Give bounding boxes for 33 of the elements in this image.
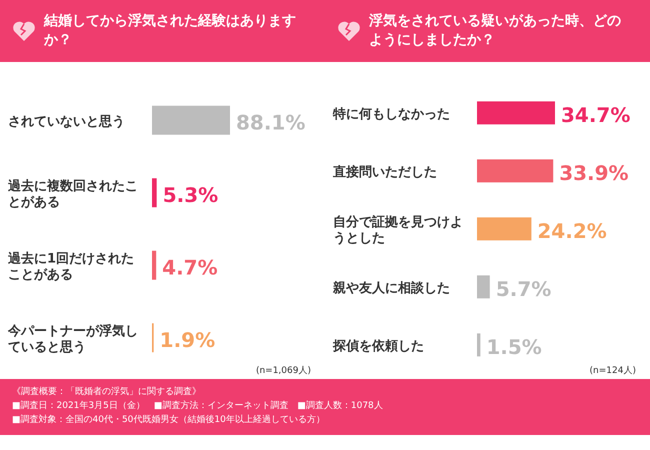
data-label: 5.3%	[162, 182, 218, 207]
bar	[477, 275, 490, 298]
bar	[152, 106, 230, 135]
data-label: 33.9%	[559, 160, 629, 185]
chart-title: 結婚してから浮気された経験はありますか？	[44, 12, 297, 50]
data-label: 1.5%	[486, 334, 542, 359]
y-tick-label: 自分で証拠を見つけようとした	[333, 214, 463, 246]
bar	[477, 159, 554, 182]
y-tick-label: 過去に複数回されたことがある	[7, 178, 138, 210]
data-label: 1.9%	[160, 328, 216, 352]
y-tick-label: されていないと思う	[8, 114, 125, 130]
y-tick-label: 過去に1回だけされたことがある	[7, 251, 134, 282]
bar	[477, 217, 532, 240]
text: (n=1,069人)	[256, 364, 311, 377]
bar	[152, 178, 157, 208]
bar	[152, 250, 156, 280]
data-label: 34.7%	[561, 102, 630, 127]
y-tick-label: 親や友人に相談した	[332, 280, 450, 296]
chart-title: 浮気をされている疑いがあった時、どのようにしましたか？	[369, 12, 622, 50]
y-tick-label: 特に何もしなかった	[332, 107, 450, 122]
text: (n=124人)	[590, 364, 636, 377]
data-label: 88.1%	[236, 110, 306, 134]
text: ■調査日：2021年3月5日（金） ■調査方法：インターネット調査 ■調査人数：1078人	[12, 400, 384, 413]
y-tick-label: 直接問いただした	[332, 164, 437, 180]
data-label: 4.7%	[162, 255, 218, 280]
bar	[477, 101, 555, 124]
bar	[477, 333, 480, 356]
y-tick-label: 探偵を依頼した	[332, 339, 424, 354]
data-label: 24.2%	[537, 218, 607, 243]
data-label: 5.7%	[496, 276, 552, 301]
text: ■調査対象：全国の40代・50代既婚男女（結婚後10年以上経過している方）	[12, 414, 326, 427]
text: 《調査概要：「既婚者の浮気」に関する調査》	[12, 386, 202, 399]
y-tick-label: 今パートナーが浮気していると思う	[7, 322, 138, 355]
